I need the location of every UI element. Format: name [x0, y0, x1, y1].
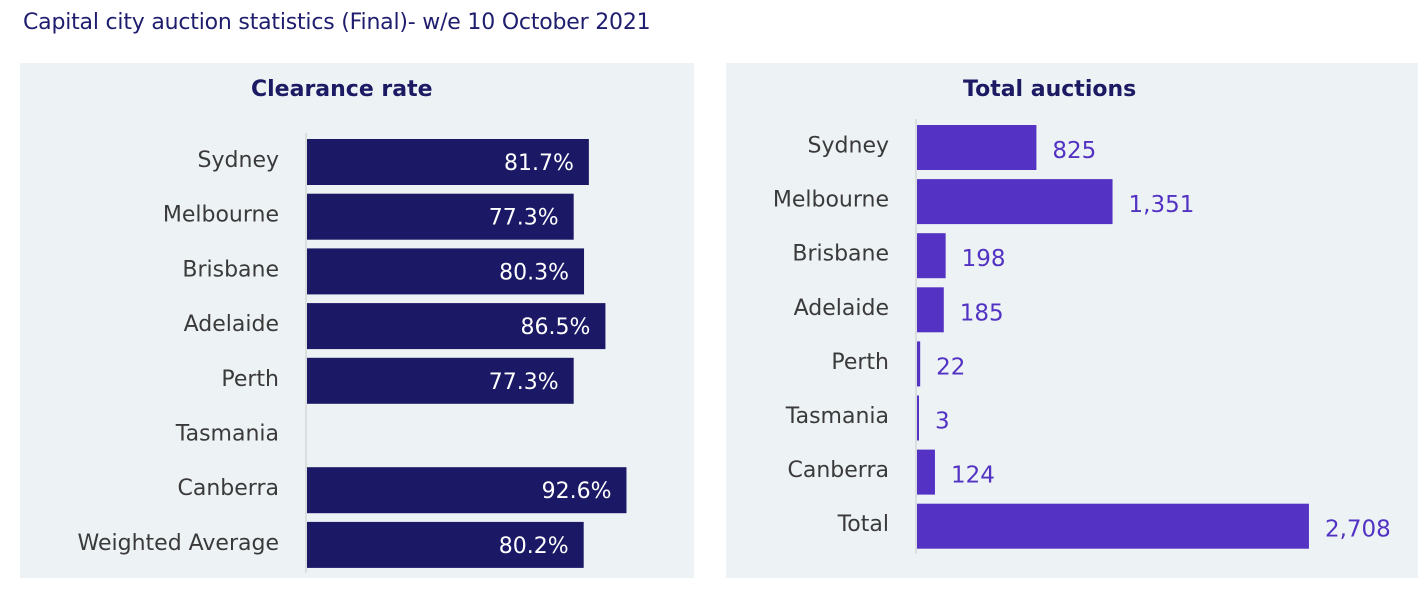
category-label: Canberra [788, 458, 889, 483]
bar [307, 303, 606, 350]
data-label: 3 [935, 409, 950, 435]
data-label: 1,351 [1129, 192, 1195, 218]
category-label: Tasmania [785, 404, 889, 429]
bar [917, 395, 919, 441]
data-label: 86.5% [521, 315, 591, 340]
bar [307, 521, 584, 568]
category-label: Weighted Average [78, 531, 279, 556]
clearance-rate-chart-title: Clearance rate [251, 77, 433, 102]
data-label: 198 [962, 246, 1006, 272]
bar [917, 233, 946, 279]
bar [917, 125, 1037, 170]
clearance-rate-panel: Clearance rate Sydney 81.7% Melbourne 77.3%… [20, 63, 694, 578]
total-auctions-panel: Total auctions Sydney 825 Melbourne 1,351 Br… [726, 63, 1418, 578]
category-label: Total [837, 512, 889, 537]
bar [307, 357, 574, 404]
category-label: Canberra [178, 476, 279, 501]
category-label: Perth [221, 367, 279, 392]
data-label: 80.2% [499, 534, 569, 559]
category-label: Sydney [198, 148, 279, 173]
category-label: Melbourne [773, 188, 889, 213]
category-label: Tasmania [175, 422, 279, 447]
clearance-rate-chart: Sydney 81.7% Melbourne 77.3% Brisbane 80.3% Ad… [78, 133, 627, 573]
category-label: Sydney [808, 134, 889, 159]
data-label: 2,708 [1325, 517, 1391, 543]
data-label: 81.7% [504, 151, 574, 176]
category-label: Brisbane [182, 257, 279, 282]
category-label: Perth [831, 350, 889, 375]
bar [917, 287, 944, 333]
total-auctions-chart: Sydney 825 Melbourne 1,351 Brisbane 198 Adelai… [773, 119, 1391, 554]
data-label: 22 [936, 354, 965, 380]
data-label: 92.6% [542, 479, 612, 504]
bar [917, 449, 935, 495]
bar [307, 139, 589, 185]
bar [917, 179, 1113, 225]
category-label: Melbourne [163, 203, 279, 228]
data-label: 185 [960, 300, 1004, 326]
bar [307, 248, 585, 295]
bar [307, 193, 574, 240]
bar [917, 503, 1309, 549]
data-label: 77.3% [489, 206, 559, 231]
data-label: 80.3% [499, 260, 569, 285]
data-label: 77.3% [489, 370, 559, 395]
bar [917, 341, 921, 387]
data-label: 124 [951, 463, 995, 489]
category-label: Brisbane [792, 242, 889, 267]
data-label: 825 [1052, 138, 1096, 164]
page-title: Capital city auction statistics (Final)-… [23, 10, 651, 35]
total-auctions-chart-title: Total auctions [963, 77, 1137, 102]
category-label: Adelaide [184, 312, 279, 337]
bar [307, 467, 627, 514]
category-label: Adelaide [794, 296, 889, 321]
